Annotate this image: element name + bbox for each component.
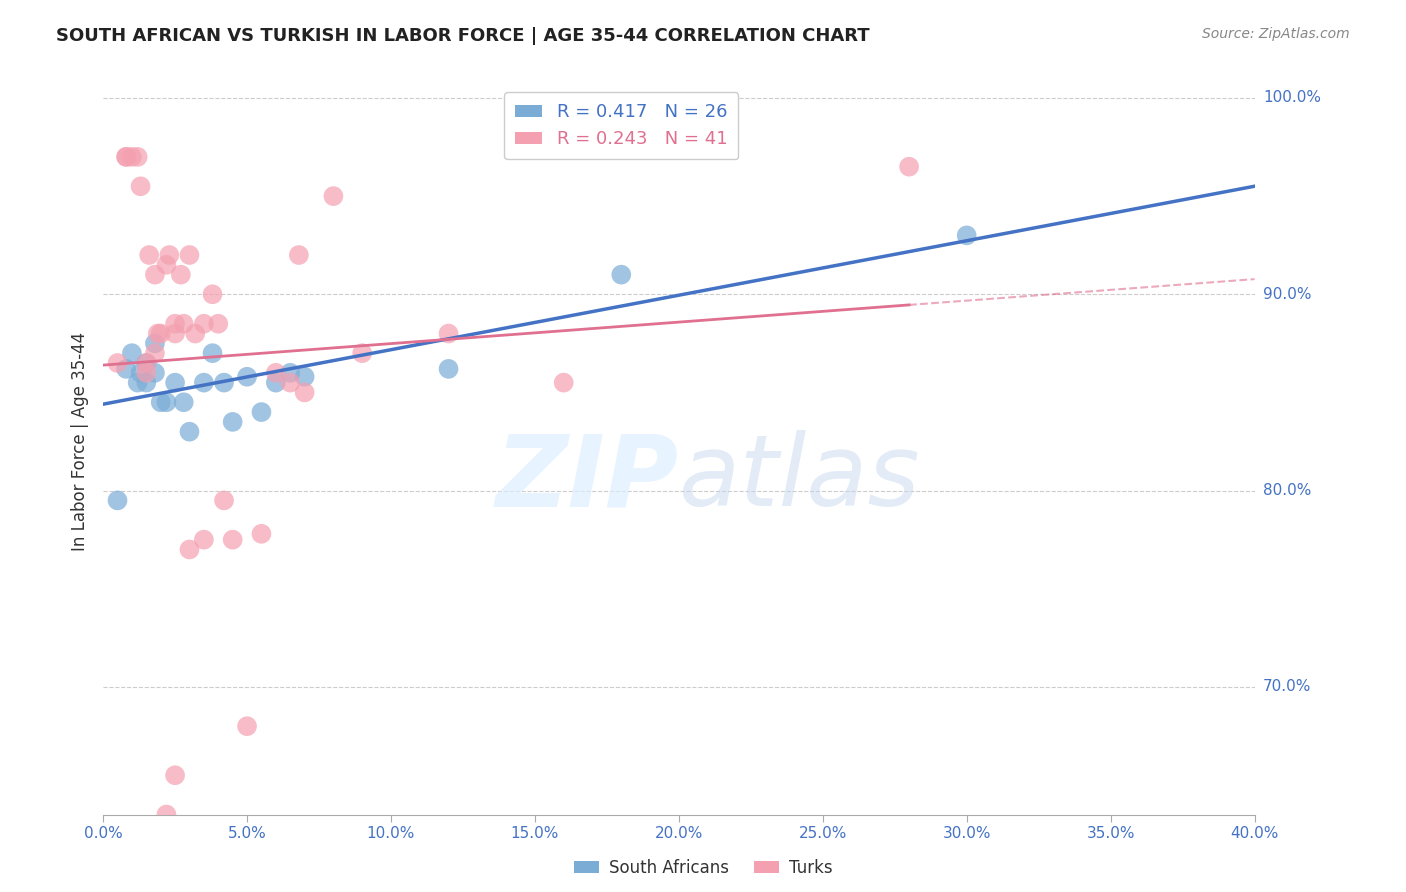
Point [898, 160, 921, 174]
Point [288, 248, 311, 262]
Point [294, 385, 316, 400]
Point [165, 317, 187, 331]
Text: Source: ZipAtlas.com: Source: ZipAtlas.com [1202, 27, 1350, 41]
Point [610, 268, 633, 282]
Point [155, 807, 177, 822]
Point [201, 346, 224, 360]
Point [437, 362, 460, 376]
Point [135, 376, 157, 390]
Point [143, 268, 166, 282]
Point [127, 150, 149, 164]
Point [146, 326, 169, 341]
Text: ZIP: ZIP [496, 430, 679, 527]
Point [165, 376, 187, 390]
Point [155, 395, 177, 409]
Point [107, 493, 129, 508]
Point [149, 395, 172, 409]
Point [165, 326, 187, 341]
Point [437, 326, 460, 341]
Point [264, 376, 287, 390]
Point [115, 150, 138, 164]
Point [138, 248, 160, 262]
Point [129, 179, 152, 194]
Text: 70.0%: 70.0% [1263, 680, 1312, 694]
Text: SOUTH AFRICAN VS TURKISH IN LABOR FORCE | AGE 35-44 CORRELATION CHART: SOUTH AFRICAN VS TURKISH IN LABOR FORCE … [56, 27, 870, 45]
Point [278, 366, 301, 380]
Point [193, 317, 215, 331]
Point [212, 493, 235, 508]
Point [322, 189, 344, 203]
Point [352, 346, 374, 360]
Y-axis label: In Labor Force | Age 35-44: In Labor Force | Age 35-44 [72, 332, 89, 551]
Point [193, 376, 215, 390]
Point [236, 719, 259, 733]
Point [221, 415, 243, 429]
Point [149, 326, 172, 341]
Point [143, 336, 166, 351]
Legend: South Africans, Turks: South Africans, Turks [567, 853, 839, 884]
Point [155, 258, 177, 272]
Point [121, 346, 143, 360]
Point [553, 376, 575, 390]
Point [135, 356, 157, 370]
Point [179, 542, 201, 557]
Point [107, 356, 129, 370]
Legend: R = 0.417   N = 26, R = 0.243   N = 41: R = 0.417 N = 26, R = 0.243 N = 41 [505, 93, 738, 159]
Point [143, 366, 166, 380]
Point [212, 376, 235, 390]
Point [207, 317, 229, 331]
Text: 90.0%: 90.0% [1263, 287, 1312, 301]
Point [173, 317, 195, 331]
Point [201, 287, 224, 301]
Point [250, 405, 273, 419]
Point [956, 228, 979, 243]
Point [179, 425, 201, 439]
Point [221, 533, 243, 547]
Text: atlas: atlas [679, 430, 921, 527]
Point [250, 526, 273, 541]
Point [184, 326, 207, 341]
Point [143, 346, 166, 360]
Point [157, 248, 180, 262]
Point [179, 248, 201, 262]
Point [121, 150, 143, 164]
Point [135, 356, 157, 370]
Point [170, 268, 193, 282]
Point [135, 366, 157, 380]
Point [115, 150, 138, 164]
Point [115, 362, 138, 376]
Point [173, 395, 195, 409]
Point [165, 768, 187, 782]
Text: 80.0%: 80.0% [1263, 483, 1312, 498]
Point [129, 366, 152, 380]
Text: 100.0%: 100.0% [1263, 90, 1322, 105]
Point [278, 376, 301, 390]
Point [193, 533, 215, 547]
Point [264, 366, 287, 380]
Point [294, 369, 316, 384]
Point [236, 369, 259, 384]
Point [127, 376, 149, 390]
